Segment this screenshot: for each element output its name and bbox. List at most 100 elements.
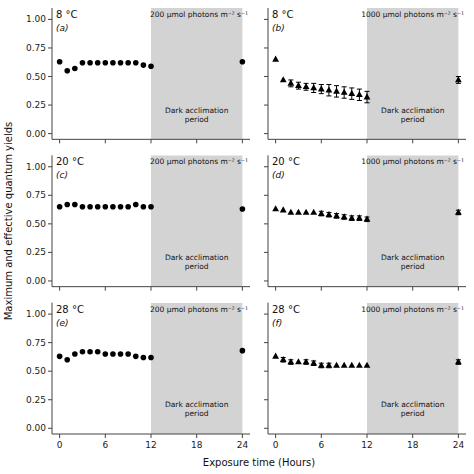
error-bar	[288, 80, 293, 87]
x-tick-label: 12	[145, 440, 156, 450]
x-tick	[105, 139, 106, 143]
point	[64, 68, 70, 74]
x-tick	[196, 139, 197, 143]
plot-area	[272, 303, 462, 434]
x-tick	[196, 287, 197, 291]
error-bar	[342, 87, 347, 98]
point	[110, 351, 116, 357]
point	[303, 83, 310, 89]
panel: 20 °C1000 μmol photons m⁻² s⁻¹(d)Dark ac…	[264, 155, 466, 290]
panel-title: 8 °C	[272, 9, 294, 20]
x-tick	[275, 434, 276, 438]
point	[133, 354, 139, 360]
annotation-line: period	[401, 409, 425, 418]
y-tick	[264, 133, 268, 134]
panel: 061218240.000.250.500.751.0028 °C200 μmo…	[26, 303, 250, 450]
shaded-span	[367, 8, 458, 139]
point	[80, 60, 86, 66]
x-axis-label: Exposure time (Hours)	[203, 457, 315, 468]
panel: 0612182428 °C1000 μmol photons m⁻² s⁻¹(f…	[264, 303, 466, 450]
x-tick	[196, 434, 197, 438]
panel-title: 20 °C	[272, 156, 300, 167]
x-tick-label: 18	[407, 440, 419, 450]
point	[287, 358, 294, 364]
point	[141, 355, 147, 361]
x-tick	[242, 287, 243, 291]
x-tick-label: 18	[191, 440, 203, 450]
annotation-line: period	[401, 115, 425, 124]
point	[57, 354, 63, 360]
error-bar-cap	[357, 100, 362, 101]
y-tick	[48, 166, 52, 167]
shaded-span	[151, 8, 242, 139]
point	[326, 211, 333, 217]
point	[118, 60, 124, 66]
error-bar	[319, 85, 324, 94]
point	[272, 353, 279, 359]
point	[118, 204, 124, 210]
annotation-line: Dark acclimation	[381, 400, 445, 409]
point	[95, 204, 101, 210]
y-tick	[264, 280, 268, 281]
point	[272, 205, 279, 211]
point	[148, 204, 154, 210]
y-tick	[48, 342, 52, 343]
error-bar-cap	[311, 83, 316, 84]
point	[356, 91, 363, 97]
error-bar-cap	[288, 86, 293, 87]
point	[103, 204, 109, 210]
error-bar-cap	[311, 92, 316, 93]
error-bar-cap	[349, 99, 354, 100]
y-tick	[264, 314, 268, 315]
point	[125, 204, 131, 210]
y-tick-label: 0.25	[26, 247, 46, 257]
y-tick-label: 1.00	[26, 162, 46, 172]
y-tick-label: 0.00	[26, 276, 46, 286]
plot-area	[57, 155, 245, 286]
error-bar-cap	[319, 93, 324, 94]
x-tick	[151, 434, 152, 438]
y-tick	[48, 280, 52, 281]
y-tick-label: 0.25	[26, 395, 46, 405]
point	[87, 204, 93, 210]
y-tick	[264, 223, 268, 224]
error-bar-cap	[304, 90, 309, 91]
error-bar-cap	[342, 98, 347, 99]
error-bar	[334, 86, 339, 97]
light-label: 1000 μmol photons m⁻² s⁻¹	[361, 157, 464, 166]
panel-label: (a)	[56, 23, 69, 33]
point	[341, 89, 348, 95]
y-tick	[48, 428, 52, 429]
x-tick	[321, 139, 322, 143]
error-bar-cap	[357, 89, 362, 90]
point	[103, 351, 109, 357]
x-tick-label: 24	[453, 440, 465, 450]
error-bar-cap	[326, 95, 331, 96]
x-tick	[59, 287, 60, 291]
point	[240, 348, 246, 354]
x-tick	[275, 139, 276, 143]
panel: 0.000.250.500.751.0020 °C200 μmol photon…	[26, 155, 250, 290]
y-tick	[48, 19, 52, 20]
point	[148, 63, 154, 69]
x-tick	[367, 139, 368, 143]
error-bar	[365, 91, 370, 102]
plot-area	[57, 303, 245, 434]
x-tick-label: 0	[273, 440, 279, 450]
point	[133, 202, 139, 208]
point	[356, 214, 363, 220]
point	[95, 60, 101, 66]
annotation-line: Dark acclimation	[165, 253, 229, 262]
y-tick-label: 1.00	[26, 309, 46, 319]
annotation: Dark acclimationperiod	[165, 253, 229, 271]
light-label: 1000 μmol photons m⁻² s⁻¹	[361, 10, 464, 19]
y-axis-label: Maximum and effective quantum yields	[3, 122, 14, 321]
y-tick	[48, 252, 52, 253]
y-tick	[48, 105, 52, 106]
x-tick	[242, 434, 243, 438]
point	[333, 362, 340, 368]
point	[57, 204, 63, 210]
x-tick	[321, 434, 322, 438]
panel-title: 28 °C	[56, 304, 84, 315]
point	[295, 82, 302, 88]
